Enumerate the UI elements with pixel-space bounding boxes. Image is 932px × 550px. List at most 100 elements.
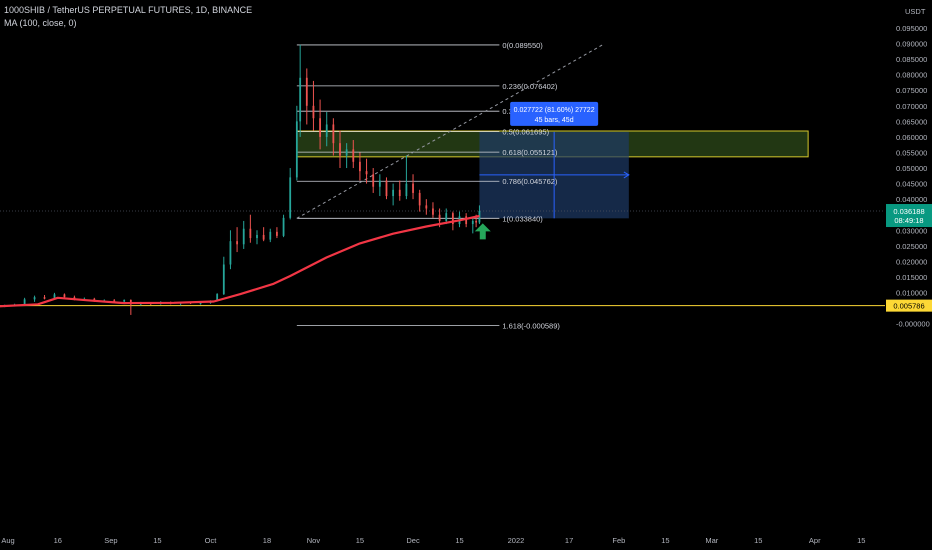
candle-body[interactable] bbox=[269, 231, 272, 240]
y-tick-label: 0.050000 bbox=[896, 164, 927, 173]
indicator-legend[interactable]: MA (100, close, 0) bbox=[4, 18, 77, 28]
x-tick-label: Sep bbox=[104, 536, 117, 545]
x-tick-label: 2022 bbox=[508, 536, 525, 545]
candle-body[interactable] bbox=[249, 228, 252, 239]
candle-body[interactable] bbox=[398, 189, 401, 197]
time-axis[interactable] bbox=[0, 530, 932, 550]
y-tick-label: 0.080000 bbox=[896, 71, 927, 80]
candle-body[interactable] bbox=[412, 183, 414, 193]
candle-body[interactable] bbox=[43, 297, 46, 299]
x-tick-label: 15 bbox=[455, 536, 463, 545]
candle-body[interactable] bbox=[282, 217, 285, 236]
candle-body[interactable] bbox=[262, 234, 265, 240]
y-tick-label: 0.070000 bbox=[896, 102, 927, 111]
candle-body[interactable] bbox=[299, 77, 302, 122]
y-tick-label: 0.025000 bbox=[896, 242, 927, 251]
x-tick-label: Oct bbox=[205, 536, 218, 545]
candle-body[interactable] bbox=[242, 228, 245, 245]
candle-body[interactable] bbox=[475, 220, 478, 223]
candle-body[interactable] bbox=[295, 121, 298, 178]
horizontal-level-value: 0.005786 bbox=[893, 302, 924, 311]
candle-body[interactable] bbox=[229, 241, 232, 265]
candle-body[interactable] bbox=[385, 180, 388, 197]
fib-level-label: 0.5(0.061695) bbox=[502, 128, 549, 137]
candle-body[interactable] bbox=[276, 231, 278, 236]
candle-body[interactable] bbox=[392, 189, 395, 197]
y-tick-label: 0.030000 bbox=[896, 226, 927, 235]
candle-body[interactable] bbox=[352, 149, 355, 162]
x-tick-label: Apr bbox=[809, 536, 821, 545]
x-tick-label: 15 bbox=[754, 536, 762, 545]
candle-body[interactable] bbox=[339, 143, 341, 156]
x-tick-label: 15 bbox=[857, 536, 865, 545]
x-tick-label: 15 bbox=[661, 536, 669, 545]
candle-body[interactable] bbox=[113, 300, 116, 302]
y-tick-label: 0.015000 bbox=[896, 273, 927, 282]
candle-body[interactable] bbox=[471, 220, 474, 225]
x-tick-label: Aug bbox=[1, 536, 14, 545]
candle-body[interactable] bbox=[438, 214, 441, 221]
x-tick-label: Mar bbox=[705, 536, 718, 545]
y-tick-label: 0.075000 bbox=[896, 86, 927, 95]
candle-body[interactable] bbox=[332, 124, 335, 144]
candle-body[interactable] bbox=[199, 303, 202, 305]
candle-body[interactable] bbox=[63, 294, 66, 298]
up-arrow-icon[interactable] bbox=[474, 223, 491, 240]
candle-body[interactable] bbox=[465, 216, 468, 225]
candle-body[interactable] bbox=[312, 105, 315, 119]
candle-body[interactable] bbox=[425, 205, 428, 209]
y-tick-label: 0.085000 bbox=[896, 55, 927, 64]
y-tick-label: -0.000000 bbox=[896, 320, 930, 329]
fib-level-label: 1.618(-0.000589) bbox=[502, 321, 560, 330]
candle-body[interactable] bbox=[418, 192, 421, 206]
y-tick-label: 0.010000 bbox=[896, 289, 927, 298]
candle-body[interactable] bbox=[33, 297, 36, 300]
x-tick-label: 16 bbox=[54, 536, 62, 545]
y-tick-label: 0.095000 bbox=[896, 24, 927, 33]
candle-body[interactable] bbox=[451, 213, 454, 225]
x-tick-label: Feb bbox=[612, 536, 625, 545]
y-tick-label: 0.090000 bbox=[896, 40, 927, 49]
candle-body[interactable] bbox=[378, 180, 381, 187]
candle-body[interactable] bbox=[405, 183, 408, 197]
candle-body[interactable] bbox=[256, 234, 258, 239]
candle-body[interactable] bbox=[23, 299, 26, 305]
candle-body[interactable] bbox=[53, 294, 56, 299]
x-tick-label: 15 bbox=[153, 536, 161, 545]
y-tick-label: 0.065000 bbox=[896, 117, 927, 126]
candle-body[interactable] bbox=[305, 77, 308, 106]
candle-body[interactable] bbox=[365, 171, 368, 175]
candle-body[interactable] bbox=[236, 241, 238, 245]
candle-body[interactable] bbox=[222, 264, 225, 295]
candle-body[interactable] bbox=[216, 294, 219, 301]
candle-body[interactable] bbox=[432, 208, 434, 215]
candle-body[interactable] bbox=[123, 299, 126, 302]
horizontal-level-badge[interactable] bbox=[886, 299, 932, 312]
x-tick-label: 15 bbox=[356, 536, 364, 545]
price-axis[interactable] bbox=[885, 0, 932, 550]
ma-100-line[interactable] bbox=[0, 214, 480, 308]
current-price-badge[interactable] bbox=[886, 204, 932, 228]
candle-body[interactable] bbox=[345, 149, 348, 156]
candle-body[interactable] bbox=[319, 118, 321, 137]
candle-body[interactable] bbox=[289, 177, 292, 218]
measure-label-line1: 0.027722 (81.60%) 27722 bbox=[514, 107, 595, 114]
candle-body[interactable] bbox=[372, 174, 375, 187]
x-tick-label: 18 bbox=[263, 536, 271, 545]
candle-body[interactable] bbox=[325, 124, 328, 137]
x-tick-label: 17 bbox=[565, 536, 573, 545]
measure-label-line2: 45 bars, 45d bbox=[535, 117, 574, 124]
y-axis-unit: USDT bbox=[905, 7, 926, 16]
fib-level-label: 0.618(0.055121) bbox=[502, 148, 558, 157]
measure-label-box[interactable] bbox=[510, 101, 599, 126]
fib-level-label: 1(0.033840) bbox=[502, 214, 543, 223]
candle-body[interactable] bbox=[359, 161, 361, 172]
y-tick-label: 0.060000 bbox=[896, 133, 927, 142]
fib-level-label: 0.786(0.045762) bbox=[502, 177, 558, 186]
candle-body[interactable] bbox=[445, 213, 448, 221]
candle-body[interactable] bbox=[93, 298, 96, 301]
symbol-title: 1000SHIB / TetherUS PERPETUAL FUTURES, 1… bbox=[4, 5, 253, 15]
fib-trend-line[interactable] bbox=[296, 44, 603, 219]
x-tick-label: Nov bbox=[307, 536, 321, 545]
